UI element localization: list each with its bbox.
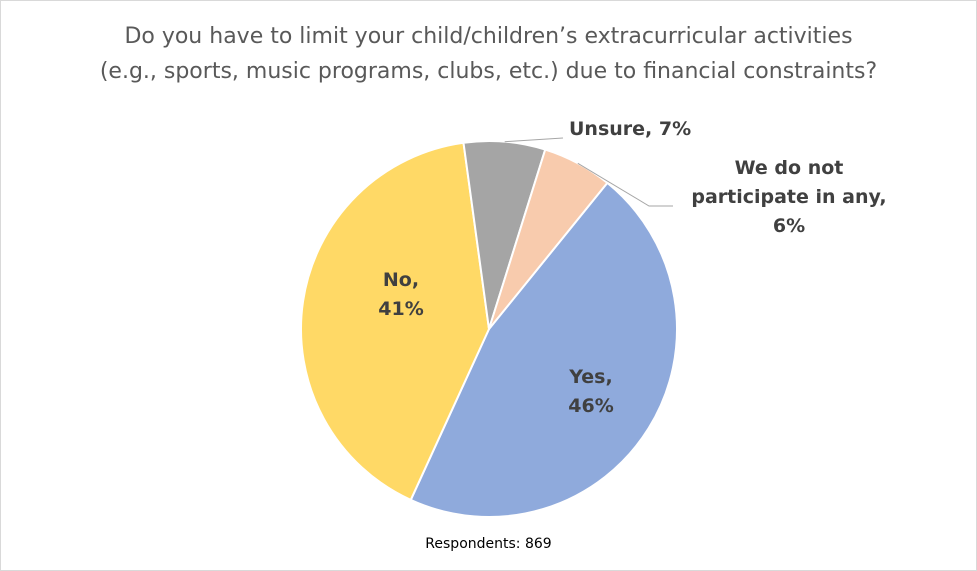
chart-title-line-2: (e.g., sports, music programs, clubs, et… [99, 59, 878, 84]
slice-label-dnp-line-1: We do not [734, 157, 844, 179]
slice-label-unsure: Unsure, 7% [569, 115, 699, 144]
pie-slice-no [299, 141, 490, 501]
slice-label-no-line-2: 41% [378, 298, 424, 320]
slice-label-yes-line-1: Yes, [569, 366, 613, 388]
slice-label-unsure-line-1: Unsure, 7% [569, 118, 692, 140]
slice-label-no: No, 41% [356, 266, 446, 324]
leader-line-unsure [504, 137, 564, 143]
respondents-note: Respondents: 869 [425, 536, 552, 552]
chart-title-line-1: Do you have to limit your child/children… [124, 24, 853, 49]
slice-label-dnp-line-2: participate in any, [691, 186, 887, 208]
leader-lines [504, 137, 673, 207]
pie-slice-yes [409, 181, 678, 518]
pie-slices [299, 140, 678, 518]
leader-line-do-not-participate [577, 162, 673, 207]
slice-label-no-line-1: No, [382, 269, 420, 291]
slice-label-dnp-line-3: 6% [772, 215, 806, 237]
chart-title: Do you have to limit your child/children… [1, 19, 976, 89]
slice-label-yes-line-2: 46% [568, 395, 614, 417]
slice-label-do-not-participate: We do not participate in any, 6% [679, 154, 899, 241]
slice-label-yes: Yes, 46% [546, 363, 636, 421]
